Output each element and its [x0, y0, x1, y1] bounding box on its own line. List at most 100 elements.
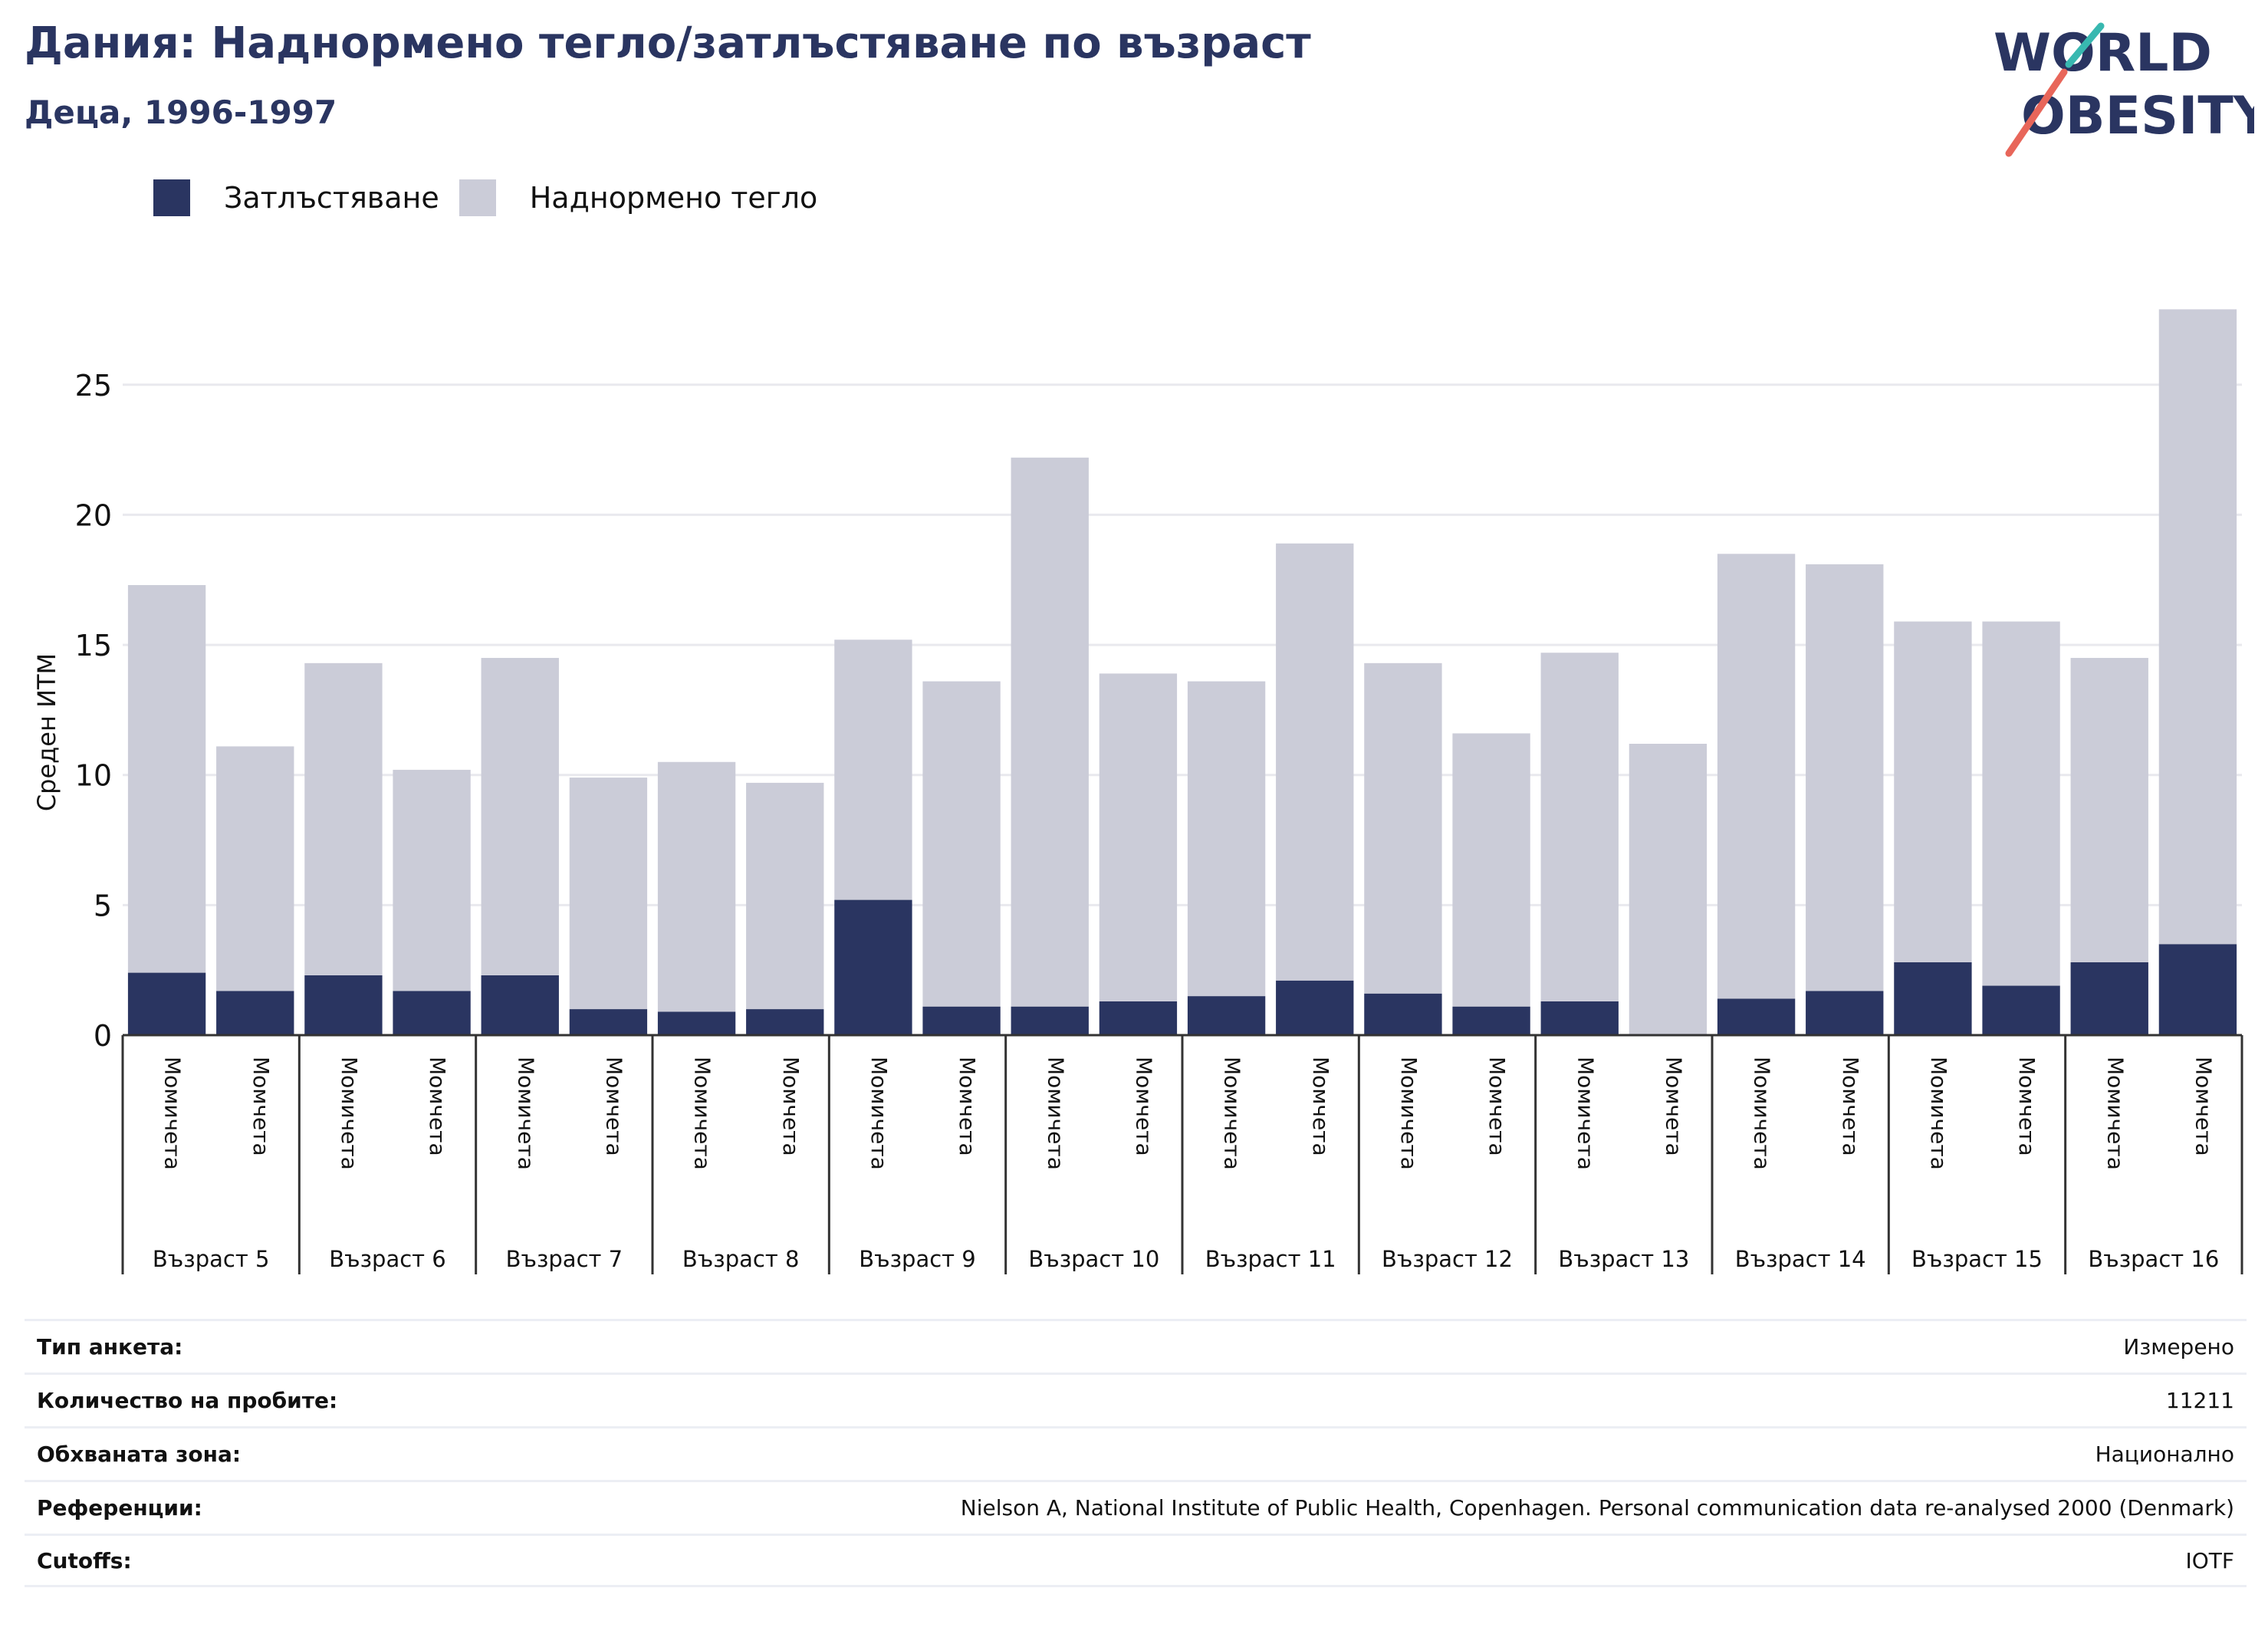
x-tick-label: Момчета	[2014, 1057, 2040, 1156]
logo-red-stroke	[2005, 68, 2068, 157]
legend: Затлъстяване Наднормено тегло	[153, 178, 837, 218]
bar-overweight	[657, 761, 736, 1012]
bar-overweight	[1717, 554, 1796, 999]
bar-obesity	[1894, 962, 1972, 1035]
bar-obesity	[2070, 962, 2148, 1035]
group-label: Възраст 12	[1382, 1246, 1513, 1272]
meta-value: Nielson A, National Institute of Public …	[960, 1495, 2234, 1521]
bar-overweight	[1364, 662, 1442, 994]
legend-swatch-overweight	[459, 179, 496, 216]
bar-obesity	[657, 1011, 736, 1035]
bar-overweight	[216, 746, 294, 991]
meta-value: Национално	[2095, 1442, 2234, 1467]
group-label: Възраст 15	[1911, 1246, 2043, 1272]
x-tick-label: Момчета	[1484, 1057, 1510, 1156]
bar-overweight	[1187, 681, 1266, 997]
bar-obesity	[1717, 998, 1796, 1035]
x-tick-label: Момичета	[1220, 1057, 1245, 1170]
meta-row-cutoffs: Cutoffs: IOTF	[25, 1534, 2247, 1587]
bar-overweight	[569, 778, 648, 1010]
bar-obesity	[834, 899, 912, 1035]
bar-overweight	[1894, 621, 1972, 962]
group-label: Възраст 7	[506, 1246, 623, 1272]
bar-obesity	[1364, 993, 1442, 1035]
bar-obesity	[1540, 1001, 1619, 1035]
bar-obesity	[127, 972, 206, 1035]
meta-key: Тип анкета:	[37, 1334, 183, 1359]
group-label: Възраст 14	[1735, 1246, 1866, 1272]
x-tick-label: Момчета	[601, 1057, 626, 1156]
legend-item-obesity: Затлъстяване	[153, 179, 439, 216]
bar-overweight	[1011, 457, 1089, 1007]
group-label: Възраст 10	[1028, 1246, 1159, 1272]
y-tick-label: 5	[94, 889, 112, 922]
meta-key: Cutoffs:	[37, 1547, 132, 1573]
x-tick-label: Момчета	[1838, 1057, 1863, 1156]
legend-label-overweight: Наднормено тегло	[529, 181, 818, 215]
bar-obesity	[1099, 1001, 1178, 1035]
x-tick-label: Момчета	[248, 1057, 274, 1156]
bar-obesity	[2158, 944, 2237, 1035]
x-tick-label: Момичета	[866, 1057, 892, 1170]
bar-obesity	[1982, 985, 2060, 1035]
meta-key: Обхваната зона:	[37, 1442, 242, 1467]
group-label: Възраст 8	[682, 1246, 800, 1272]
x-tick-label: Момичета	[513, 1057, 538, 1170]
bar-obesity	[393, 991, 471, 1035]
bar-obesity	[304, 975, 383, 1035]
meta-value: Измерено	[2123, 1334, 2234, 1359]
bar-overweight	[304, 662, 383, 975]
survey-info-table: Тип анкета: Измерено Количество на проби…	[25, 1319, 2247, 1587]
legend-item-overweight: Наднормено тегло	[459, 179, 818, 216]
x-tick-label: Момчета	[1661, 1057, 1686, 1156]
bar-overweight	[127, 585, 206, 973]
group-label: Възраст 5	[153, 1246, 270, 1272]
bar-overweight	[1276, 543, 1354, 981]
bar-overweight	[1629, 744, 1708, 1035]
bar-obesity	[1806, 991, 1884, 1035]
y-axis-title: Среден ИТМ	[32, 653, 61, 811]
bar-overweight	[481, 658, 559, 975]
x-tick-label: Момичета	[1926, 1057, 1951, 1170]
meta-row-area: Обхваната зона: Национално	[25, 1426, 2247, 1480]
x-tick-label: Момичета	[160, 1057, 186, 1170]
bar-overweight	[746, 782, 824, 1010]
chart-subtitle: Деца, 1996-1997	[25, 94, 337, 131]
group-label: Възраст 16	[2088, 1246, 2219, 1272]
logo-teal-stroke	[2065, 22, 2105, 68]
meta-key: Количество на пробите:	[37, 1388, 338, 1413]
x-tick-label: Момичета	[2102, 1057, 2128, 1170]
bar-overweight	[922, 681, 1001, 1007]
bar-overweight	[1452, 733, 1530, 1007]
meta-row-references: Референции: Nielson A, National Institut…	[25, 1480, 2247, 1534]
meta-row-sample-size: Количество на пробите: 11211	[25, 1373, 2247, 1426]
logo-line1: WORLD	[1994, 23, 2212, 84]
x-tick-label: Момичета	[1750, 1057, 1775, 1170]
x-tick-label: Момчета	[778, 1057, 804, 1156]
y-tick-label: 20	[75, 498, 112, 532]
meta-value: IOTF	[2185, 1547, 2234, 1573]
x-tick-label: Момчета	[2191, 1057, 2216, 1156]
meta-value: 11211	[2165, 1388, 2234, 1413]
y-tick-label: 25	[75, 369, 112, 403]
x-tick-label: Момчета	[1131, 1057, 1156, 1156]
logo-line2: OBESITY	[2021, 86, 2254, 146]
meta-key: Референции:	[37, 1495, 202, 1521]
bar-obesity	[216, 991, 294, 1035]
bar-overweight	[1540, 653, 1619, 1001]
bar-overweight	[393, 769, 471, 991]
x-tick-label: Момичета	[690, 1057, 715, 1170]
bar-obesity	[1011, 1006, 1089, 1035]
chart-title: Дания: Наднормено тегло/затлъстяване по …	[25, 18, 1311, 68]
group-label: Възраст 11	[1205, 1246, 1336, 1272]
y-tick-label: 0	[94, 1019, 112, 1053]
group-label: Възраст 6	[329, 1246, 446, 1272]
meta-row-survey-type: Тип анкета: Измерено	[25, 1319, 2247, 1373]
bar-overweight	[2070, 658, 2148, 962]
bar-chart: 0 5 10 15 20 25 Среден ИТМ Момичета Момчета Момич…	[32, 309, 2243, 1274]
legend-swatch-obesity	[153, 179, 190, 216]
group-label: Възраст 13	[1558, 1246, 1689, 1272]
x-tick-label: Момичета	[337, 1057, 362, 1170]
x-tick-label: Момчета	[955, 1057, 980, 1156]
world-obesity-logo: WORLD OBESITY	[1994, 22, 2254, 157]
